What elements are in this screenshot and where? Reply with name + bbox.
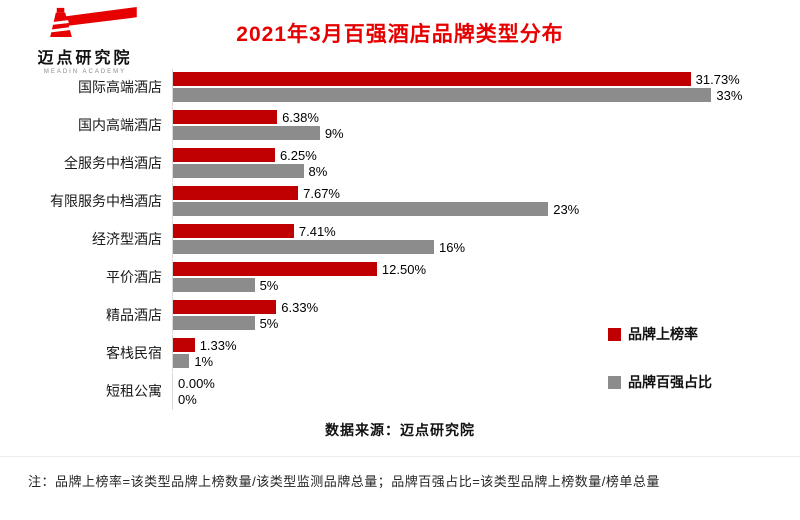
legend-label: 品牌百强占比 — [628, 374, 712, 390]
bar-line: 12.50% — [173, 262, 744, 277]
bar-top100-share — [173, 88, 712, 102]
legend: 品牌上榜率 品牌百强占比 — [608, 324, 712, 420]
category-label: 平价酒店 — [106, 269, 162, 285]
bar-top100-share — [173, 316, 255, 330]
chart-row: 经济型酒店 7.41% 16% — [20, 220, 780, 258]
bar-line: 9% — [173, 126, 744, 141]
value-label: 6.33% — [281, 299, 319, 315]
chart-row: 短租公寓 0.00% 0% — [20, 372, 780, 410]
footnote-text: 注：品牌上榜率=该类型品牌上榜数量/该类型监测品牌总量；品牌百强占比=该类型品牌… — [28, 474, 660, 489]
bar-group: 7.41% 16% — [172, 220, 744, 258]
bar-chart: 国际高端酒店 31.73% 33% 国内高端酒店 6.38% 9% 全服务中档酒店 6.25%… — [20, 68, 780, 410]
bar-top100-share — [173, 202, 549, 216]
bar-brand-rate — [173, 72, 691, 86]
category-label: 客栈民宿 — [106, 345, 162, 361]
bar-line: 8% — [173, 164, 744, 179]
value-label: 31.73% — [695, 71, 740, 87]
bar-line: 0.00% — [173, 376, 744, 391]
legend-item-brand-rate: 品牌上榜率 — [608, 324, 712, 344]
lighthouse-logo-icon — [50, 6, 137, 38]
chart-row: 平价酒店 12.50% 5% — [20, 258, 780, 296]
value-label: 0% — [178, 391, 197, 407]
category-label: 有限服务中档酒店 — [50, 193, 162, 209]
legend-swatch-gray — [608, 375, 621, 389]
bar-line: 1% — [173, 354, 744, 369]
page-title: 2021年3月百强酒店品牌类型分布 — [236, 23, 564, 46]
category-label: 国内高端酒店 — [78, 117, 162, 133]
value-label: 5% — [259, 277, 279, 293]
bar-brand-rate — [173, 110, 278, 124]
bar-group: 1.33% 1% — [172, 334, 744, 372]
value-label: 33% — [716, 87, 743, 103]
bar-top100-share — [173, 164, 304, 178]
bar-line: 0% — [173, 392, 744, 407]
value-label: 12.50% — [381, 261, 427, 277]
header: 迈点研究院 MEADIN ACADEMY 2021年3月百强酒店品牌类型分布 — [0, 0, 800, 75]
bar-brand-rate — [173, 300, 277, 314]
bar-line: 6.38% — [173, 110, 744, 125]
value-label: 7.41% — [298, 223, 336, 239]
bar-top100-share — [173, 240, 435, 254]
chart-row: 精品酒店 6.33% 5% — [20, 296, 780, 334]
footnote-section: 注：品牌上榜率=该类型品牌上榜数量/该类型监测品牌总量；品牌百强占比=该类型品牌… — [0, 456, 800, 490]
logo-subtitle: MEADIN ACADEMY — [43, 69, 127, 75]
data-source-text: 数据来源：迈点研究院 — [325, 422, 475, 438]
value-label: 1% — [194, 353, 214, 369]
bar-line: 7.67% — [173, 186, 744, 201]
category-label: 经济型酒店 — [92, 231, 162, 247]
value-label: 8% — [308, 163, 328, 179]
bar-line: 6.25% — [173, 148, 744, 163]
legend-item-top100-share: 品牌百强占比 — [608, 372, 712, 392]
value-label: 16% — [439, 239, 466, 255]
bar-line: 6.33% — [173, 300, 744, 315]
chart-row: 全服务中档酒店 6.25% 8% — [20, 144, 780, 182]
chart-row: 有限服务中档酒店 7.67% 23% — [20, 182, 780, 220]
bar-brand-rate — [173, 224, 294, 238]
chart-row: 客栈民宿 1.33% 1% — [20, 334, 780, 372]
legend-label: 品牌上榜率 — [628, 326, 698, 342]
bar-group: 0.00% 0% — [172, 372, 744, 410]
category-label: 全服务中档酒店 — [64, 155, 162, 171]
value-label: 23% — [553, 201, 580, 217]
chart-row: 国际高端酒店 31.73% 33% — [20, 68, 780, 106]
logo: 迈点研究院 MEADIN ACADEMY — [14, 6, 156, 75]
bar-group: 7.67% 23% — [172, 182, 744, 220]
bar-group: 6.38% 9% — [172, 106, 744, 144]
bar-line: 33% — [173, 88, 744, 103]
value-label: 1.33% — [199, 337, 237, 353]
value-label: 6.38% — [282, 109, 319, 125]
value-label: 6.25% — [279, 147, 317, 163]
bar-brand-rate — [173, 262, 377, 276]
bar-line: 16% — [173, 240, 744, 255]
chart-rows: 国际高端酒店 31.73% 33% 国内高端酒店 6.38% 9% 全服务中档酒店 6.25%… — [20, 68, 780, 410]
value-label: 5% — [259, 315, 279, 331]
bar-brand-rate — [173, 148, 275, 162]
bar-group: 6.33% 5% — [172, 296, 744, 334]
bar-line: 5% — [173, 278, 744, 293]
bar-group: 6.25% 8% — [172, 144, 744, 182]
category-label: 国际高端酒店 — [78, 79, 162, 95]
bar-top100-share — [173, 354, 190, 368]
bar-brand-rate — [173, 186, 299, 200]
legend-swatch-red — [608, 327, 621, 341]
value-label: 0.00% — [178, 375, 215, 391]
category-label: 短租公寓 — [106, 383, 162, 399]
chart-row: 国内高端酒店 6.38% 9% — [20, 106, 780, 144]
value-label: 9% — [324, 125, 344, 141]
bar-line: 5% — [173, 316, 744, 331]
logo-name: 迈点研究院 — [37, 50, 133, 67]
bar-line: 31.73% — [173, 72, 744, 87]
category-label: 精品酒店 — [106, 307, 162, 323]
bar-brand-rate — [173, 338, 195, 352]
value-label: 7.67% — [303, 185, 340, 201]
bar-top100-share — [173, 126, 320, 140]
bar-group: 12.50% 5% — [172, 258, 744, 296]
bar-top100-share — [173, 278, 255, 292]
bar-line: 1.33% — [173, 338, 744, 353]
bar-line: 7.41% — [173, 224, 744, 239]
bar-line: 23% — [173, 202, 744, 217]
bar-group: 31.73% 33% — [172, 68, 744, 106]
